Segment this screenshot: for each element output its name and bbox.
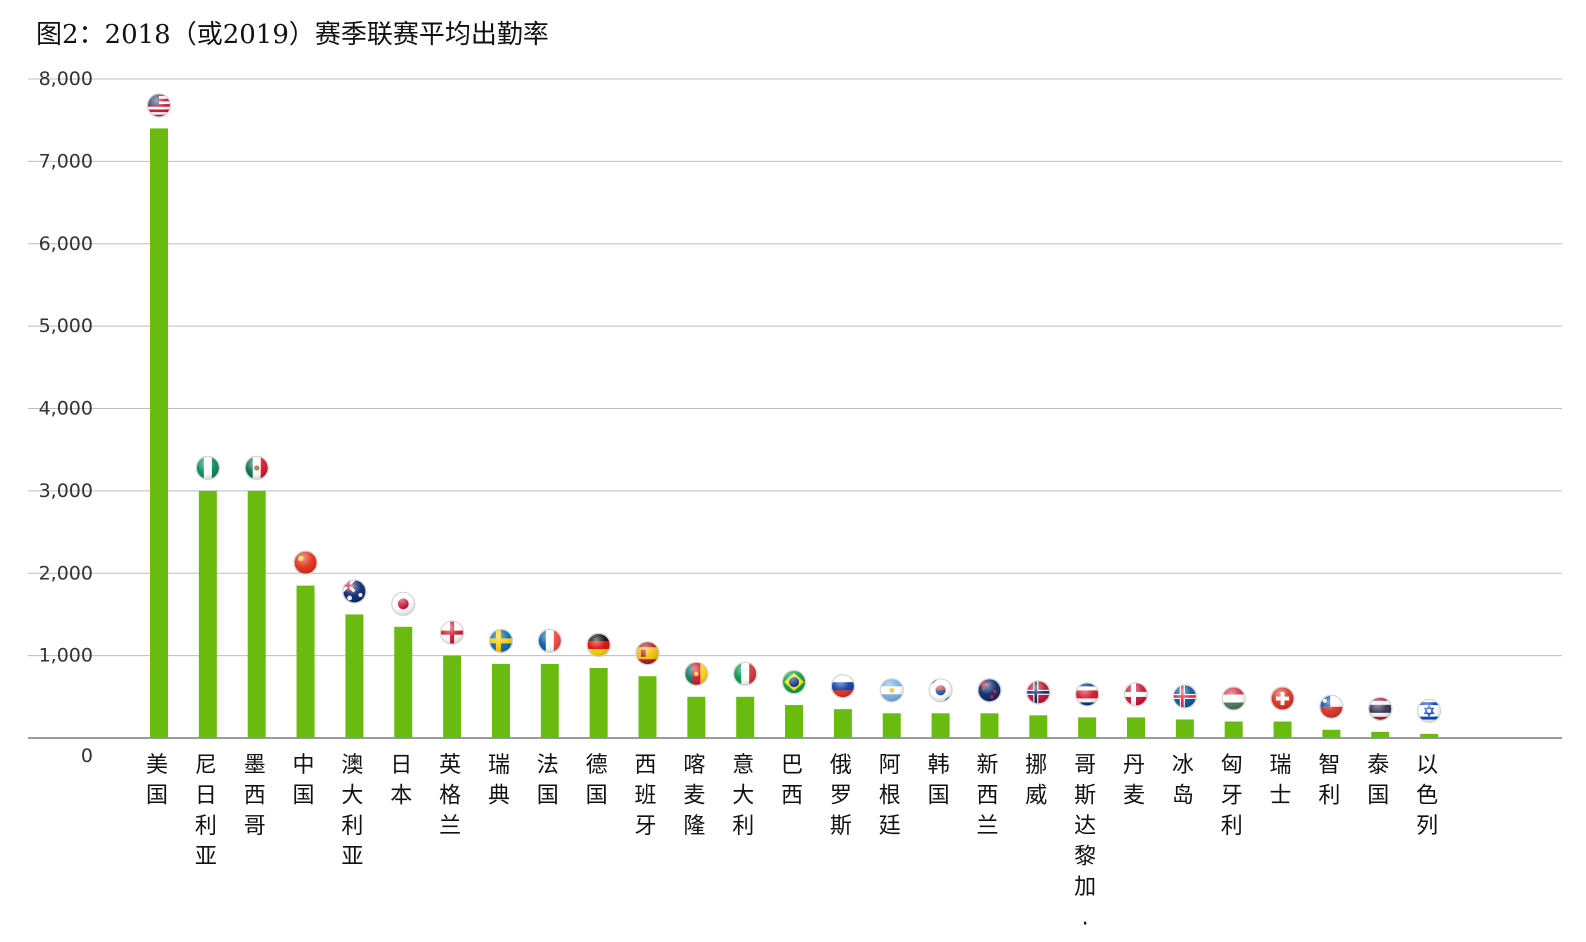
y-tick-label: 8,000 (39, 68, 93, 90)
y-tick-label: 5,000 (39, 315, 93, 337)
y-tick-label: 4,000 (39, 398, 93, 420)
bar-6 (443, 655, 462, 738)
category-label: 巴西 (781, 753, 803, 809)
category-label: 俄罗斯 (830, 753, 852, 839)
mexico-flag-icon (244, 455, 269, 480)
iceland-flag-icon (1172, 684, 1197, 709)
chile-flag-icon (1319, 694, 1344, 719)
bar-23 (1273, 721, 1292, 738)
category-label: 阿根廷 (879, 753, 901, 839)
category-label: 瑞士 (1270, 753, 1292, 809)
category-label: 喀麦隆 (683, 753, 705, 839)
bar-4 (345, 614, 364, 738)
bar-8 (540, 663, 559, 738)
france-flag-icon (537, 628, 562, 653)
y-tick-label: 7,000 (39, 150, 93, 172)
new-zealand-flag-icon (977, 678, 1002, 703)
bar-21 (1175, 719, 1194, 738)
bar-10 (638, 676, 657, 738)
norway-flag-icon (1026, 680, 1051, 705)
costa-rica-flag-icon (1075, 682, 1100, 707)
korea-flag-icon (928, 678, 953, 703)
category-label: 中国 (293, 753, 315, 809)
category-label: 瑞典 (488, 753, 510, 809)
bar-25 (1371, 731, 1390, 738)
denmark-flag-icon (1123, 682, 1149, 707)
bar-7 (491, 663, 510, 738)
bar-2 (247, 490, 266, 738)
category-label: 丹麦 (1123, 753, 1145, 809)
category-label: 匈牙利 (1221, 753, 1243, 839)
italy-flag-icon (733, 661, 758, 686)
bar-20 (1127, 717, 1145, 738)
category-label: 澳大利亚 (341, 753, 363, 870)
category-label: 哥斯达黎加. (1074, 753, 1096, 931)
bar-14 (833, 709, 852, 738)
category-label: 韩国 (928, 753, 950, 809)
russia-flag-icon (830, 674, 856, 699)
category-label: 挪威 (1025, 753, 1047, 809)
category-label: 新西兰 (976, 753, 998, 839)
chart-title: 图2：2018（或2019）赛季联赛平均出勤率 (36, 20, 549, 50)
category-label: 法国 (537, 753, 559, 809)
bar-3 (296, 585, 315, 738)
bar-26 (1420, 733, 1439, 738)
bar-5 (394, 626, 413, 738)
bar-13 (785, 705, 804, 738)
category-label: 墨西哥 (244, 753, 266, 839)
china-flag-icon (293, 550, 318, 575)
bar-9 (589, 667, 608, 738)
category-label: 以色列 (1416, 753, 1438, 839)
england-flag-icon (440, 620, 465, 645)
argentina-flag-icon (879, 678, 904, 703)
category-label: 冰岛 (1172, 753, 1194, 809)
category-label: 泰国 (1367, 753, 1389, 809)
bar-12 (736, 696, 755, 738)
australia-flag-icon (342, 579, 367, 604)
category-label: 智利 (1318, 753, 1340, 809)
category-label: 尼日利亚 (195, 753, 217, 870)
bar-18 (1029, 715, 1048, 738)
bar-22 (1224, 721, 1243, 738)
hungary-flag-icon (1221, 686, 1246, 711)
bar-0 (150, 128, 168, 739)
cameroon-flag-icon (684, 661, 709, 686)
category-label: 英格兰 (439, 753, 461, 839)
bar-16 (931, 713, 950, 738)
bar-11 (687, 696, 706, 738)
category-label: 日本 (390, 753, 412, 809)
israel-flag-icon (1416, 698, 1442, 723)
y-tick-label: 3,000 (39, 480, 93, 502)
nigeria-flag-icon (195, 455, 220, 480)
y-tick-label: 6,000 (39, 233, 93, 255)
bar-24 (1322, 729, 1341, 738)
japan-flag-icon (391, 591, 416, 616)
brazil-flag-icon (781, 669, 807, 695)
bar-17 (980, 713, 999, 738)
y-tick-label: 1,000 (39, 645, 93, 667)
y-tick-label: 2,000 (39, 562, 93, 584)
thailand-flag-icon (1368, 696, 1393, 721)
spain-flag-icon (635, 641, 660, 666)
germany-flag-icon (586, 632, 611, 658)
category-label: 西班牙 (634, 753, 656, 839)
category-label: 德国 (586, 753, 608, 809)
y-tick-label: 0 (81, 745, 93, 767)
bar-19 (1078, 717, 1097, 738)
sweden-flag-icon (488, 628, 514, 653)
switzerland-flag-icon (1270, 686, 1295, 711)
usa-flag-icon (146, 93, 172, 118)
bar-15 (882, 713, 901, 738)
bar-1 (198, 490, 217, 738)
category-label: 意大利 (732, 753, 754, 839)
category-label: 美国 (146, 753, 168, 809)
